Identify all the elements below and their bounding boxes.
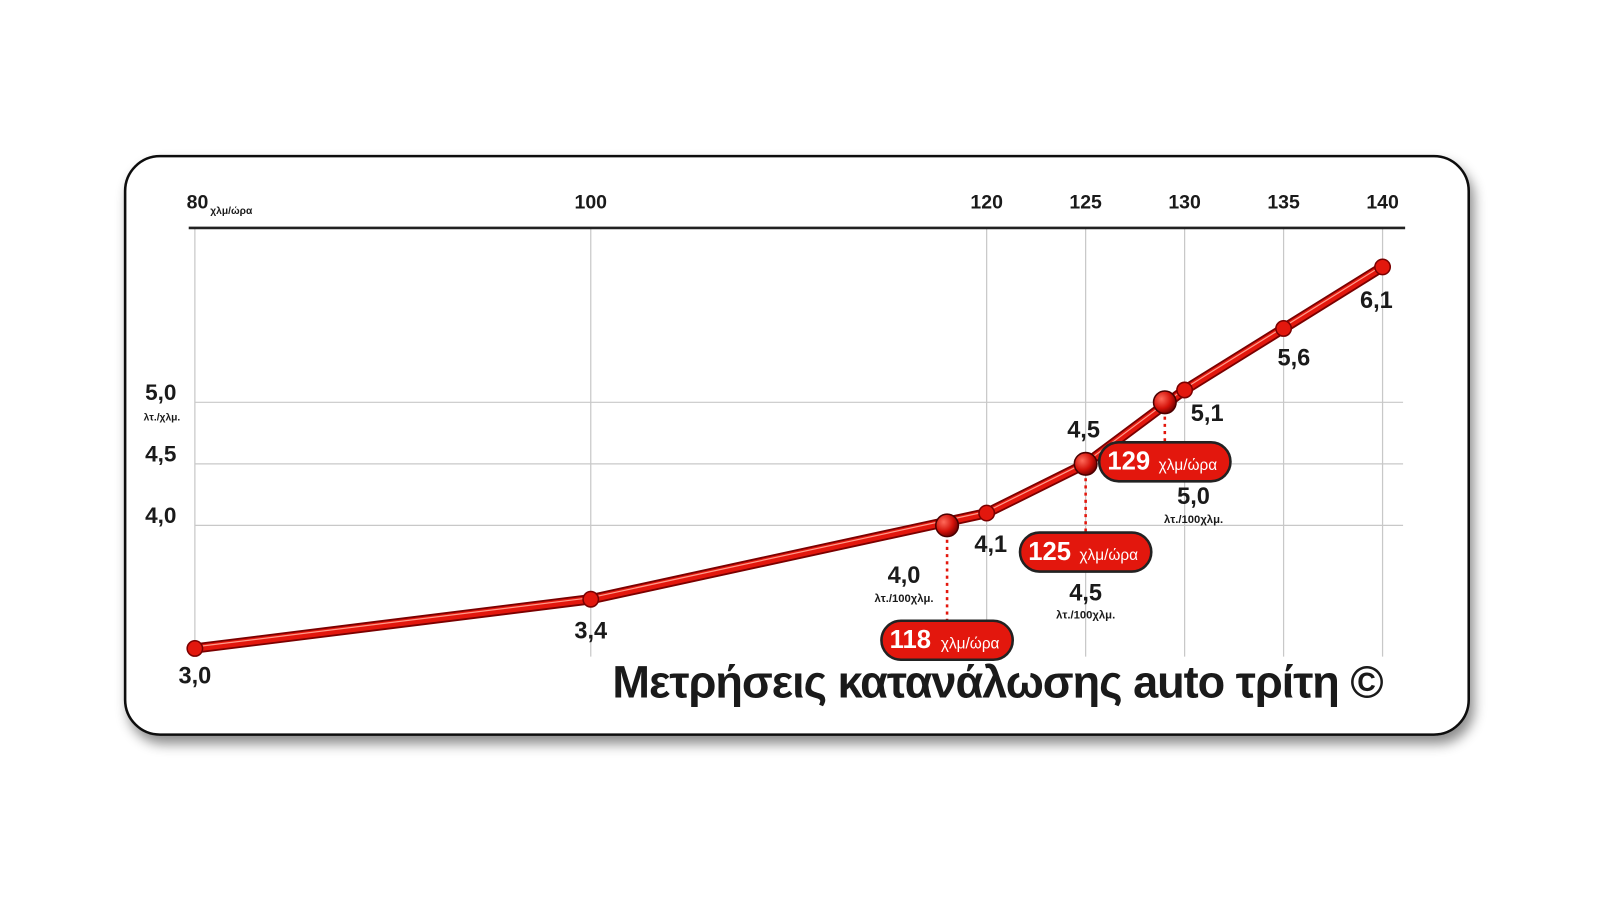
point xyxy=(1374,258,1392,276)
consumption-label: 4,0 xyxy=(888,562,921,588)
y-tick-label: 5,0 xyxy=(145,380,176,405)
card xyxy=(123,154,1470,736)
speed-value: 125 xyxy=(1028,538,1071,566)
y-tick-label: 4,0 xyxy=(145,503,176,528)
highlight-point xyxy=(1073,451,1098,476)
chart-title: Μετρήσεις κατανάλωσης auto τρίτη © xyxy=(612,656,1383,707)
speed-pill xyxy=(1018,531,1153,573)
speed-pill xyxy=(880,619,1015,662)
value-label: 5,1 xyxy=(1191,400,1224,426)
speed-unit: χλμ/ώρα xyxy=(1079,547,1138,564)
point xyxy=(582,590,600,608)
point xyxy=(978,504,996,522)
x-tick-label: 135 xyxy=(1267,191,1300,213)
x-tick-label: 80 xyxy=(187,191,209,213)
consumption-label: 5,0 xyxy=(1177,483,1210,509)
y-unit: λτ./χλμ. xyxy=(144,412,181,423)
value-label: 4,5 xyxy=(1067,416,1100,442)
value-label: 4,1 xyxy=(974,531,1007,557)
speed-value: 129 xyxy=(1107,448,1150,476)
speed-value: 118 xyxy=(890,626,931,654)
value-label: 3,4 xyxy=(574,617,607,643)
highlight-point xyxy=(935,513,960,538)
value-label: 5,6 xyxy=(1277,344,1310,370)
speed-unit: χλμ/ώρα xyxy=(1159,457,1218,474)
x-tick-label: 120 xyxy=(970,191,1003,213)
point xyxy=(1176,381,1194,399)
consumption-unit: λτ./100χλμ. xyxy=(1056,610,1115,622)
x-tick-label: 125 xyxy=(1069,191,1102,213)
x-tick-label: 130 xyxy=(1168,191,1201,213)
highlight-point xyxy=(1152,390,1177,415)
point xyxy=(1275,320,1293,337)
value-label: 3,0 xyxy=(178,662,211,688)
speed-unit: χλμ/ώρα xyxy=(941,635,1000,652)
speed-pill xyxy=(1097,441,1232,483)
x-unit: χλμ/ώρα xyxy=(210,206,253,217)
value-label: 6,1 xyxy=(1360,287,1393,313)
consumption-unit: λτ./100χλμ. xyxy=(874,593,933,605)
y-tick-label: 4,5 xyxy=(145,442,176,467)
consumption-unit: λτ./100χλμ. xyxy=(1164,514,1223,526)
x-tick-label: 140 xyxy=(1366,191,1399,213)
consumption-label: 4,5 xyxy=(1069,579,1102,605)
point xyxy=(186,640,204,657)
x-tick-label: 100 xyxy=(575,191,608,213)
